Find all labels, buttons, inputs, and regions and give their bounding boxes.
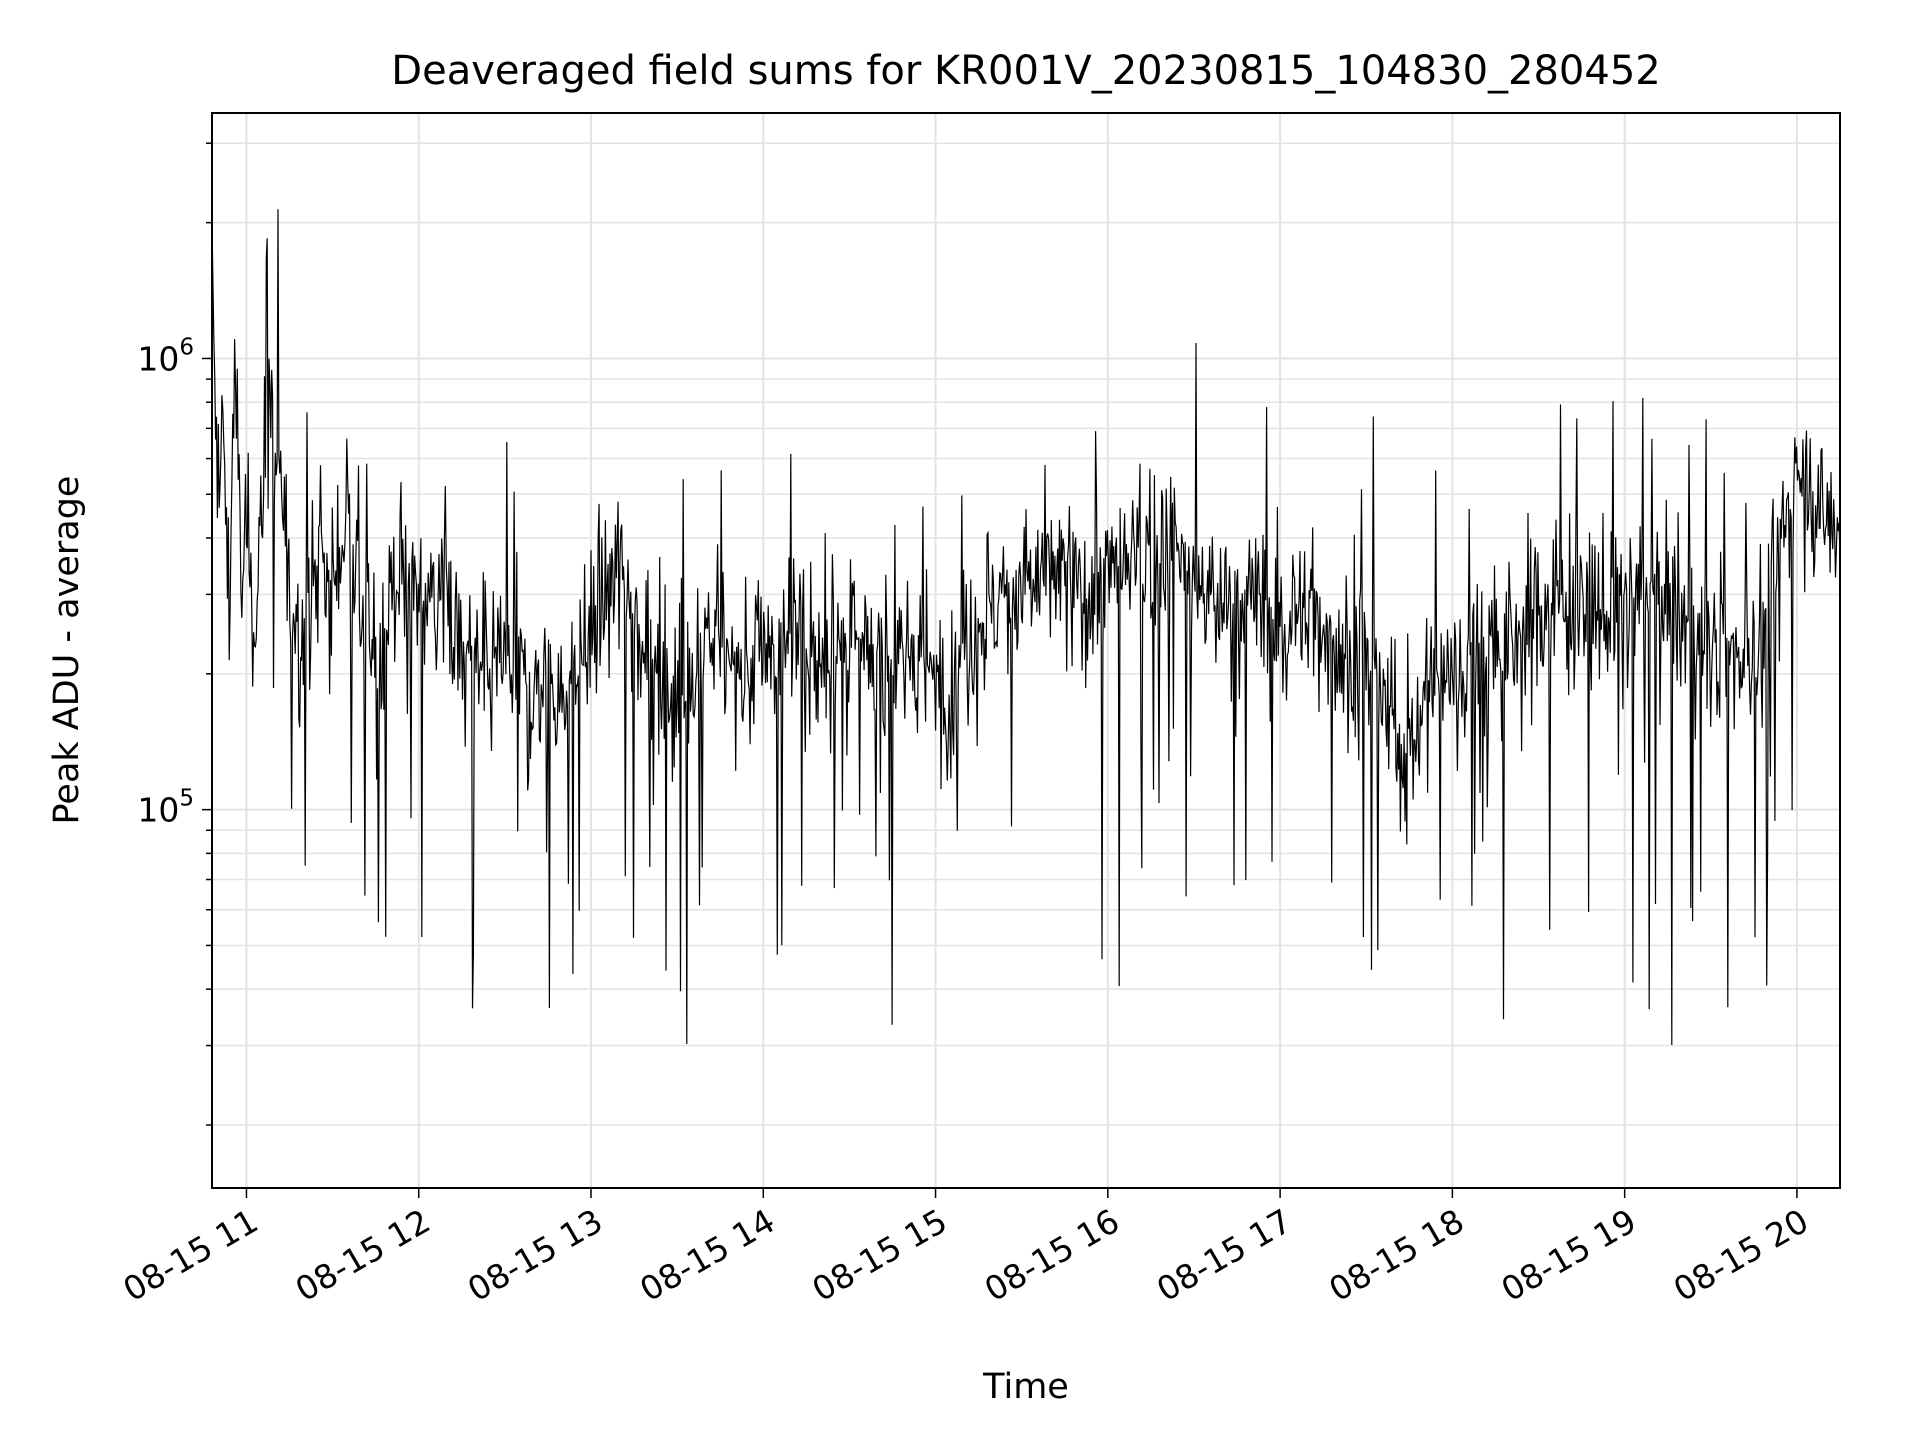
series-line [211, 209, 1841, 1046]
y-axis-label: Peak ADU - average [47, 476, 87, 825]
data-series [211, 209, 1841, 1046]
y-tick-base: 10 [137, 791, 179, 830]
chart-title: Deaveraged field sums for KR001V_2023081… [391, 48, 1660, 94]
y-tick-base: 10 [137, 339, 179, 378]
x-axis-label: Time [982, 1367, 1069, 1407]
y-tick-label: 105 [137, 786, 194, 830]
y-tick-exponent: 5 [179, 786, 194, 812]
y-tick-label: 106 [137, 334, 194, 378]
y-tick-exponent: 6 [179, 334, 194, 360]
plot-frame [211, 112, 1841, 1189]
